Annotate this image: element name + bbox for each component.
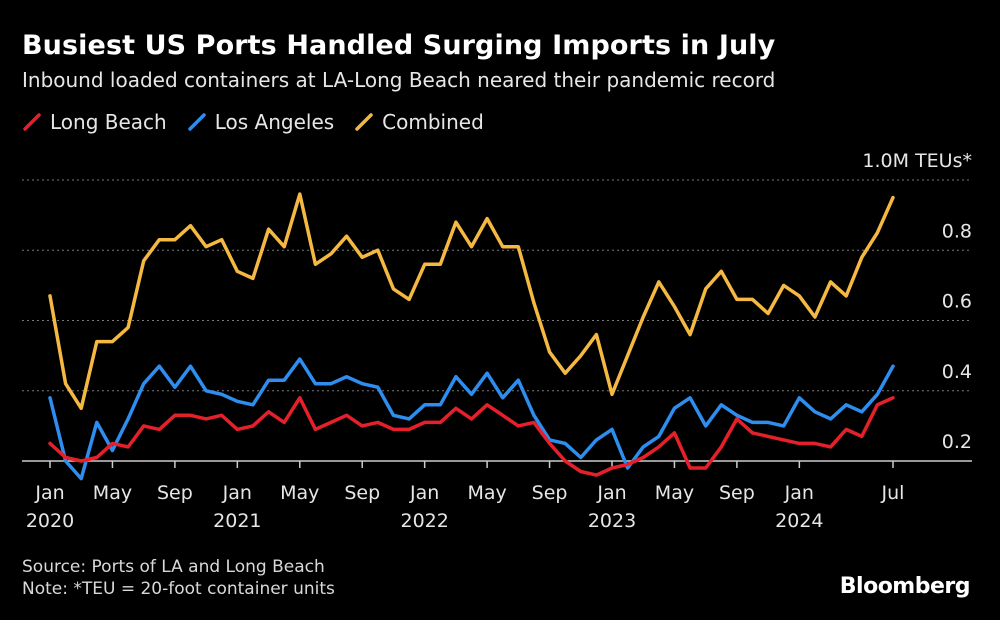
legend: Long Beach Los Angeles Combined [22, 110, 484, 134]
y-tick-label: 0.6 [942, 291, 972, 313]
legend-label-los-angeles: Los Angeles [214, 110, 335, 134]
legend-swatch-combined [354, 112, 374, 132]
chart-subtitle: Inbound loaded containers at LA-Long Bea… [22, 68, 776, 92]
x-tick-label: May [467, 482, 506, 504]
x-tick-year-label: 2022 [400, 510, 448, 532]
legend-item-los-angeles: Los Angeles [187, 110, 334, 134]
x-tick-label: Jan [596, 482, 626, 504]
teu-note: Note: *TEU = 20-foot container units [22, 579, 335, 599]
legend-item-long-beach: Long Beach [22, 110, 167, 134]
x-tick-label: Sep [157, 482, 193, 504]
x-tick-label: Jan [34, 482, 64, 504]
x-tick-label: Jul [881, 482, 905, 504]
source-note: Source: Ports of LA and Long Beach [22, 557, 325, 577]
x-tick-label: Sep [344, 482, 380, 504]
x-tick-label: May [280, 482, 319, 504]
legend-label-combined: Combined [382, 110, 484, 134]
x-tick-label: Jan [784, 482, 814, 504]
y-tick-label: 0.4 [942, 361, 972, 383]
chart-footer: Source: Ports of LA and Long Beach Note:… [22, 556, 335, 600]
legend-swatch-long-beach [22, 112, 42, 132]
series-line-long-beach [48, 396, 895, 477]
x-tick-label: Jan [222, 482, 252, 504]
x-tick-label: Jan [409, 482, 439, 504]
legend-swatch-los-angeles [187, 112, 207, 132]
y-tick-label: 0.2 [942, 431, 972, 453]
x-tick-year-label: 2021 [213, 510, 261, 532]
x-tick-label: Sep [532, 482, 568, 504]
series-line-los-angeles [48, 357, 895, 481]
series-line-combined [48, 192, 895, 411]
legend-item-combined: Combined [354, 110, 484, 134]
legend-label-long-beach: Long Beach [50, 110, 167, 134]
bloomberg-logo: Bloomberg [839, 574, 971, 599]
y-axis-unit-label: 1.0M TEUs* [862, 150, 972, 172]
x-tick-year-label: 2024 [775, 510, 823, 532]
x-tick-label: May [93, 482, 132, 504]
x-tick-year-label: 2020 [26, 510, 74, 532]
chart-title: Busiest US Ports Handled Surging Imports… [22, 30, 776, 61]
x-tick-year-label: 2023 [588, 510, 636, 532]
x-tick-label: Sep [719, 482, 755, 504]
y-tick-label: 0.8 [942, 220, 972, 242]
x-tick-label: May [655, 482, 694, 504]
